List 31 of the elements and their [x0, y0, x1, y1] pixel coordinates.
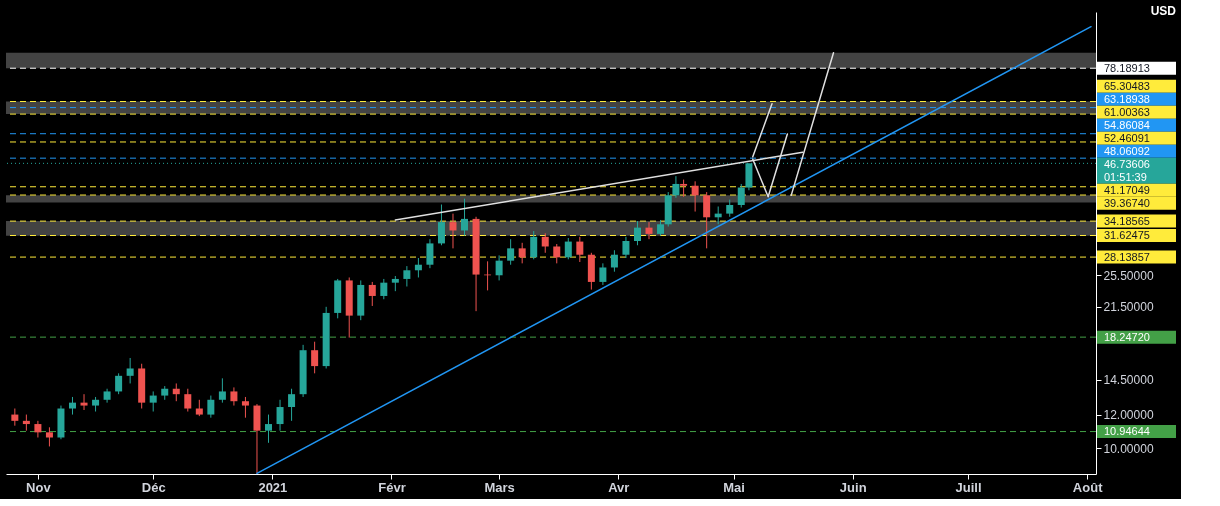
y-tick-label: 21.50000 [1103, 300, 1154, 315]
ref-line-label: 31.62475 [1104, 229, 1150, 242]
x-tick-label: Juill [955, 479, 982, 495]
ref-line-label: 28.13857 [1104, 250, 1150, 263]
ref-line-label: 34.18565 [1104, 214, 1150, 227]
y-tick-label: 12.00000 [1103, 408, 1154, 423]
ref-line-label: 78.18913 [1104, 61, 1150, 74]
x-tick-label: Nov [26, 479, 52, 495]
x-tick-label: Juin [839, 479, 867, 495]
y-tick-label: 25.50000 [1103, 268, 1154, 283]
ref-line-label: 54.86084 [1104, 118, 1150, 131]
ref-line-label: 61.00363 [1104, 105, 1150, 118]
text: USD [1150, 4, 1177, 18]
x-tick-label: Août [1072, 479, 1104, 495]
ref-line-label: 63.18938 [1104, 92, 1150, 105]
ref-line-label: 39.36740 [1104, 196, 1150, 209]
ref-line-label: 10.94644 [1104, 425, 1150, 438]
ref-line-label: 65.30483 [1104, 79, 1150, 92]
x-tick-label: Mars [484, 479, 515, 495]
y-tick-label: 10.00000 [1103, 441, 1154, 456]
ref-line-label: 41.17049 [1104, 183, 1150, 196]
ref-line-label: 18.24720 [1104, 330, 1150, 343]
ref-line-label: 52.46091 [1104, 131, 1150, 144]
x-tick-label: 2021 [258, 479, 288, 495]
x-tick-label: Déc [141, 479, 166, 495]
y-tick-label: 14.50000 [1103, 373, 1154, 388]
x-tick-label: Févr [378, 479, 406, 495]
x-tick-label: Mai [723, 479, 745, 495]
ref-line-label: 48.06092 [1104, 144, 1150, 157]
ref-line-label: 46.73606 01:51:39 [1104, 157, 1150, 183]
x-tick-label: Avr [608, 479, 630, 495]
